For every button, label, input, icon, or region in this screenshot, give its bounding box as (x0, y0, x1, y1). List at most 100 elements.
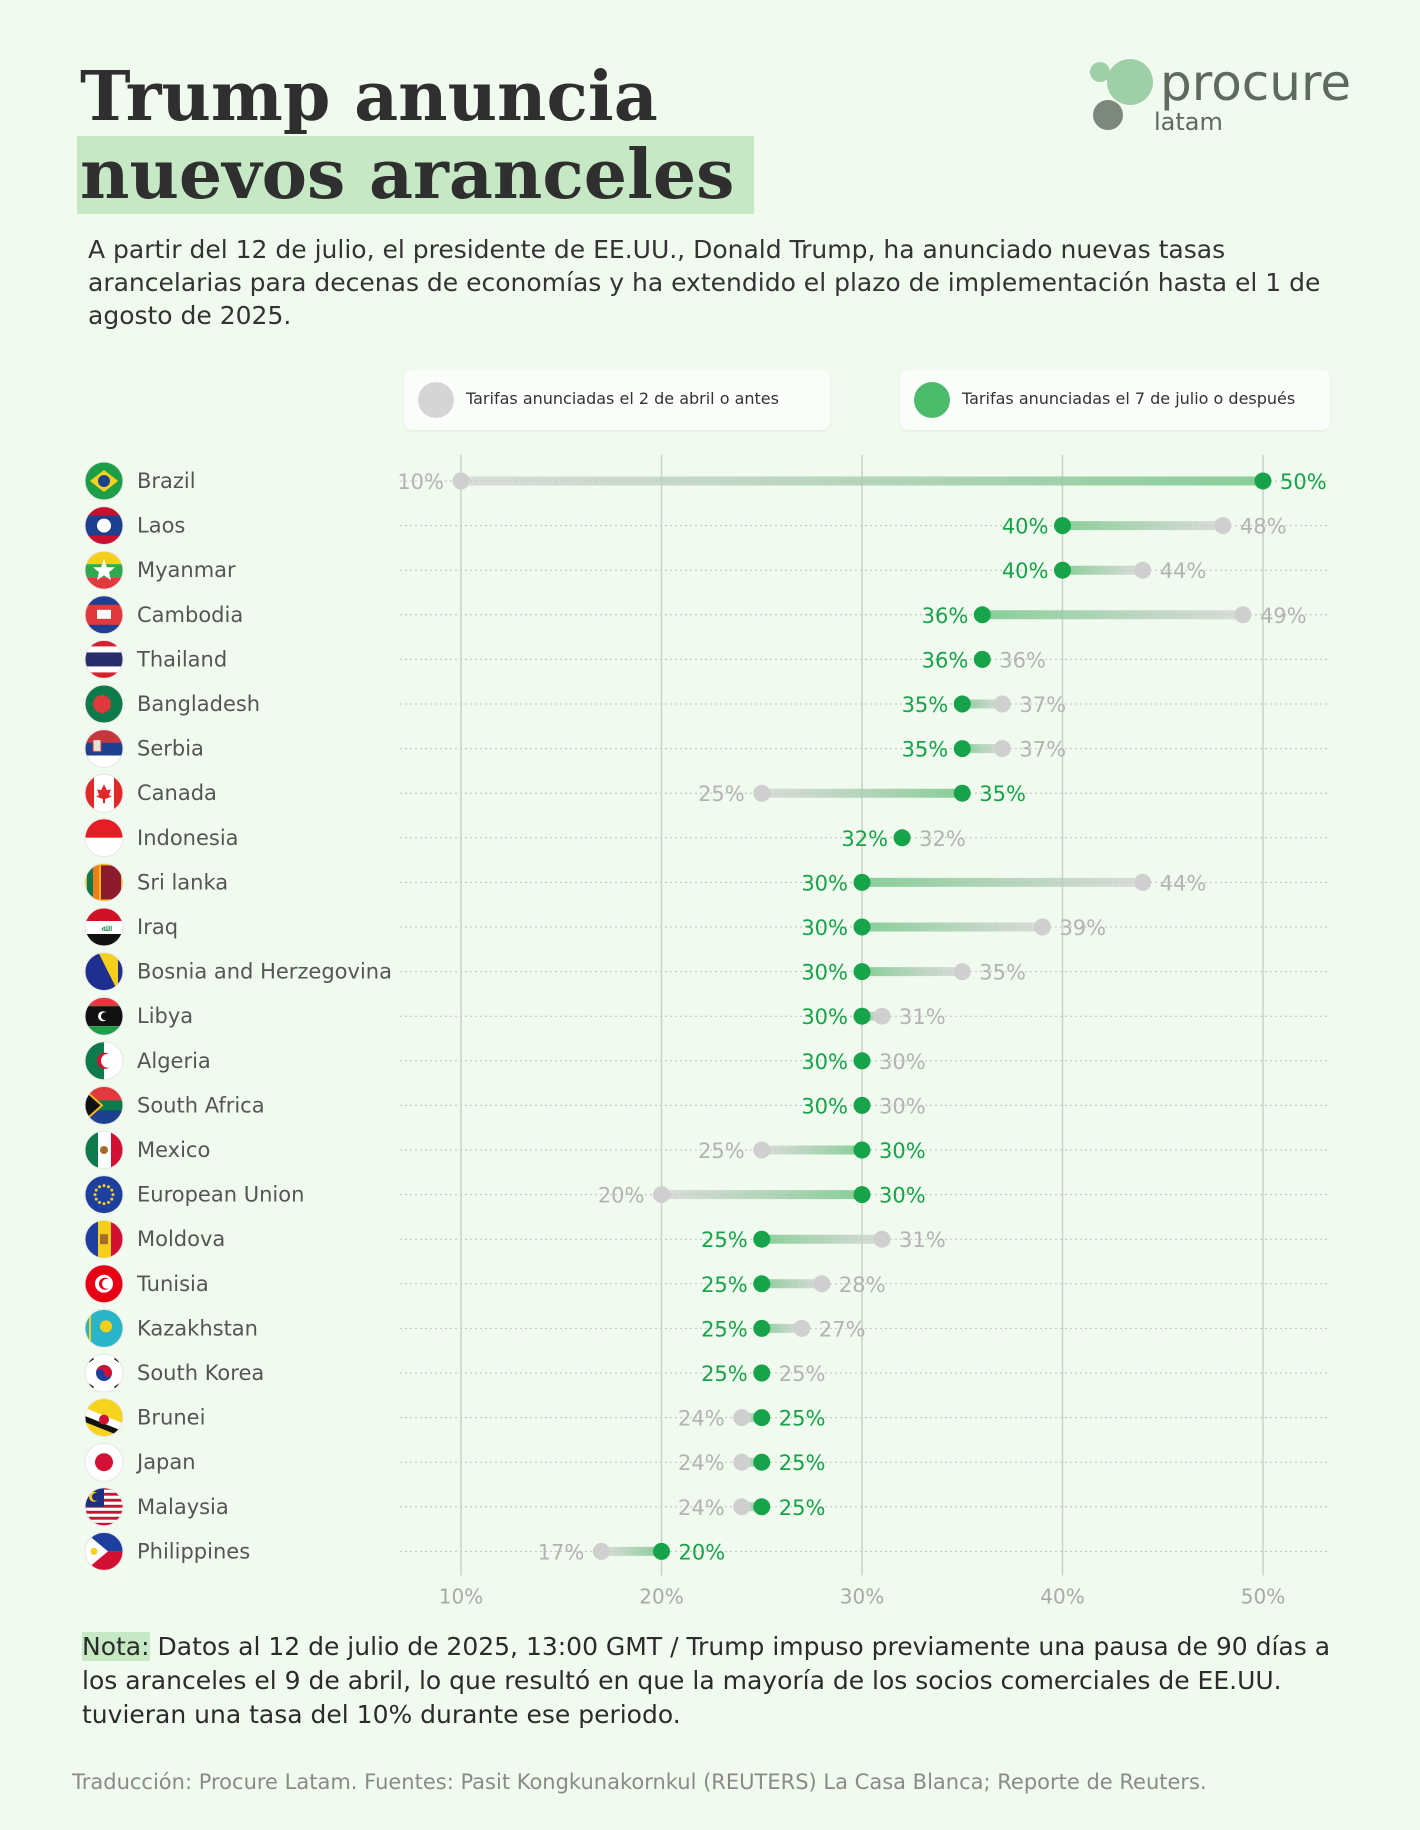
legend-item-new: Tarifas anunciadas el 7 de julio o despu… (900, 370, 1330, 430)
value-label-old: 24% (678, 1451, 725, 1475)
chart-row-laos: Laos 40% 48% (84, 506, 1287, 546)
chart-row-iraq: ﷲ Iraq 30% 39% (84, 907, 1106, 947)
dot-old (1134, 561, 1152, 579)
chart-row-kazakhstan: Kazakhstan 25% 27% (84, 1308, 866, 1348)
dot-old (1033, 918, 1051, 936)
value-label-old: 35% (979, 961, 1026, 985)
chart-row-thailand: Thailand 36% 36% (84, 639, 1046, 679)
chart-row-brunei: Brunei 25% 24% (84, 1398, 825, 1438)
country-label: Tunisia (136, 1272, 209, 1296)
dot-old (993, 740, 1011, 758)
value-label-new: 35% (902, 693, 949, 717)
value-label-new: 35% (902, 738, 949, 762)
value-label-old: 37% (1019, 738, 1066, 762)
country-label: Serbia (137, 737, 204, 761)
value-label-new: 30% (801, 1094, 848, 1118)
japan-flag-icon (84, 1442, 124, 1482)
country-label: Algeria (137, 1049, 211, 1073)
country-label: Cambodia (137, 603, 243, 627)
value-label-old: 30% (879, 1094, 926, 1118)
value-label-old: 37% (1019, 693, 1066, 717)
dot-new (853, 1186, 871, 1204)
logo-word: procure (1160, 54, 1352, 112)
legend-label-new: Tarifas anunciadas el 7 de julio o despu… (962, 389, 1296, 408)
value-label-old: 44% (1160, 871, 1207, 895)
dot-old (1214, 517, 1232, 535)
dot-new (973, 650, 991, 668)
chart-row-algeria: Algeria 30% 30% (84, 1041, 926, 1081)
country-label: Indonesia (137, 826, 239, 850)
dot-new (753, 1409, 771, 1427)
chart-row-european-union: European Union 30% 20% (84, 1175, 926, 1215)
bangladesh-flag-icon (84, 684, 124, 724)
value-label-old: 31% (899, 1005, 946, 1029)
procure-logo: procure latam (1090, 54, 1352, 145)
dot-old (993, 695, 1011, 713)
value-label-new: 40% (1002, 559, 1049, 583)
dot-new (753, 1230, 771, 1248)
value-label-old: 25% (779, 1362, 826, 1386)
country-label: Canada (137, 781, 217, 805)
country-label: Laos (137, 514, 185, 538)
value-label-new: 30% (801, 961, 848, 985)
value-label-old: 25% (698, 1139, 745, 1163)
value-label-old: 44% (1160, 559, 1207, 583)
dot-new (953, 784, 971, 802)
dot-new (853, 873, 871, 891)
legend-dot-old (418, 382, 454, 418)
value-label-old: 24% (678, 1496, 725, 1520)
x-tick-label: 30% (840, 1584, 884, 1608)
dot-new (853, 1007, 871, 1025)
dot-old (873, 1230, 891, 1248)
dot-new (953, 740, 971, 758)
country-label: Iraq (137, 915, 178, 939)
country-label: Moldova (137, 1227, 225, 1251)
chart-row-malaysia: Malaysia 25% 24% (84, 1487, 825, 1527)
dot-new (893, 829, 911, 847)
value-label-old: 28% (839, 1273, 886, 1297)
brunei-flag-icon (84, 1398, 124, 1438)
dot-old (753, 784, 771, 802)
country-label: European Union (137, 1183, 304, 1207)
country-label: Japan (135, 1450, 196, 1474)
canada-flag-icon (84, 773, 124, 813)
country-label: Libya (137, 1004, 193, 1028)
value-label-old: 39% (1059, 916, 1106, 940)
title-line-2: nuevos aranceles (77, 136, 755, 214)
dot-new (973, 606, 991, 624)
value-label-new: 40% (1002, 515, 1049, 539)
chart-row-philippines: Philippines 20% 17% (84, 1531, 725, 1571)
chart-row-bosnia-and-herzegovina: Bosnia and Herzegovina 30% 35% (84, 952, 1026, 992)
note-label: Nota: (82, 1632, 150, 1661)
dot-new (853, 1052, 871, 1070)
chart-row-indonesia: Indonesia 32% 32% (84, 818, 966, 858)
logo-sub: latam (1154, 108, 1223, 136)
country-label: South Africa (137, 1093, 265, 1117)
chart-row-sri-lanka: Sri lanka 30% 44% (84, 862, 1206, 902)
dot-old (793, 1319, 811, 1337)
dot-new (853, 1096, 871, 1114)
source-text: Traducción: Procure Latam. Fuentes: Pasi… (72, 1770, 1207, 1794)
indonesia-flag-icon (84, 818, 124, 858)
chart-row-canada: Canada 35% 25% (84, 773, 1026, 813)
value-label-new: 30% (801, 871, 848, 895)
country-label: Thailand (136, 647, 227, 671)
chart-row-south-korea: South Korea 25% 25% (84, 1353, 825, 1393)
value-label-new: 50% (1280, 470, 1327, 494)
dot-new (853, 1141, 871, 1159)
note-text: Datos al 12 de julio de 2025, 13:00 GMT … (82, 1632, 1331, 1729)
dot-old (1234, 606, 1252, 624)
dot-old (653, 1186, 670, 1204)
value-label-old: 10% (397, 470, 444, 494)
dot-new (853, 918, 871, 936)
thailand-flag-icon (84, 639, 124, 679)
note: Nota: Datos al 12 de julio de 2025, 13:0… (82, 1630, 1342, 1732)
country-label: Brunei (137, 1406, 205, 1430)
logo-circles-icon (1090, 59, 1153, 130)
tunisia-flag-icon (84, 1264, 124, 1304)
country-label: Malaysia (137, 1495, 229, 1519)
chart-row-south-africa: South Africa 30% 30% (84, 1085, 926, 1125)
chart-row-moldova: Moldova 25% 31% (84, 1219, 946, 1259)
malaysia-flag-icon (84, 1487, 124, 1527)
value-label-old: 31% (899, 1228, 946, 1252)
